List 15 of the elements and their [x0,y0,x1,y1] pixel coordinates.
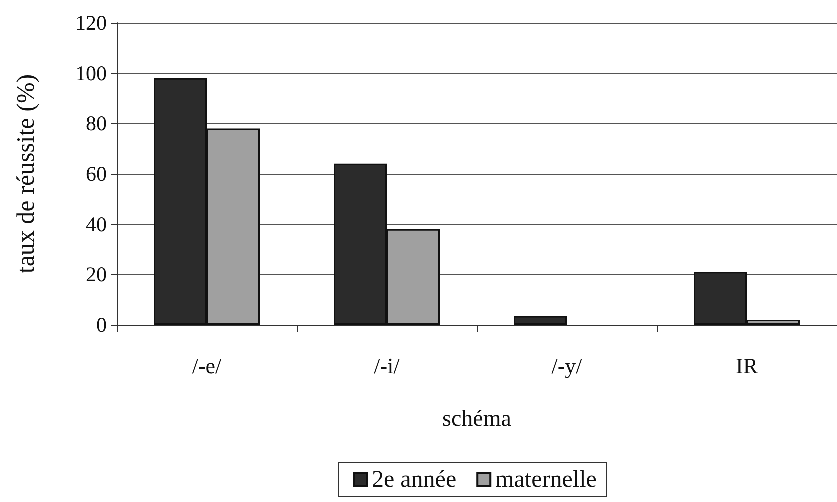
y-axis-title: taux de réussite (%) [13,74,40,274]
y-tick-label: 120 [76,11,107,35]
x-tick-label: /-i/ [374,354,401,378]
y-tick-label: 0 [96,313,107,337]
x-tick-label: /-e/ [192,354,223,378]
y-tick-label: 40 [86,212,107,236]
legend-label: maternelle [496,467,597,493]
y-tick-label: 60 [86,162,107,186]
x-axis-title: schéma [442,406,512,431]
x-tick-label: /-y/ [552,354,584,378]
y-tick-label: 80 [86,112,107,136]
y-tick-label: 20 [86,262,107,287]
x-tick-label: IR [736,354,758,378]
legend-label: 2e année [372,467,457,493]
y-tick-label: 100 [76,61,107,86]
